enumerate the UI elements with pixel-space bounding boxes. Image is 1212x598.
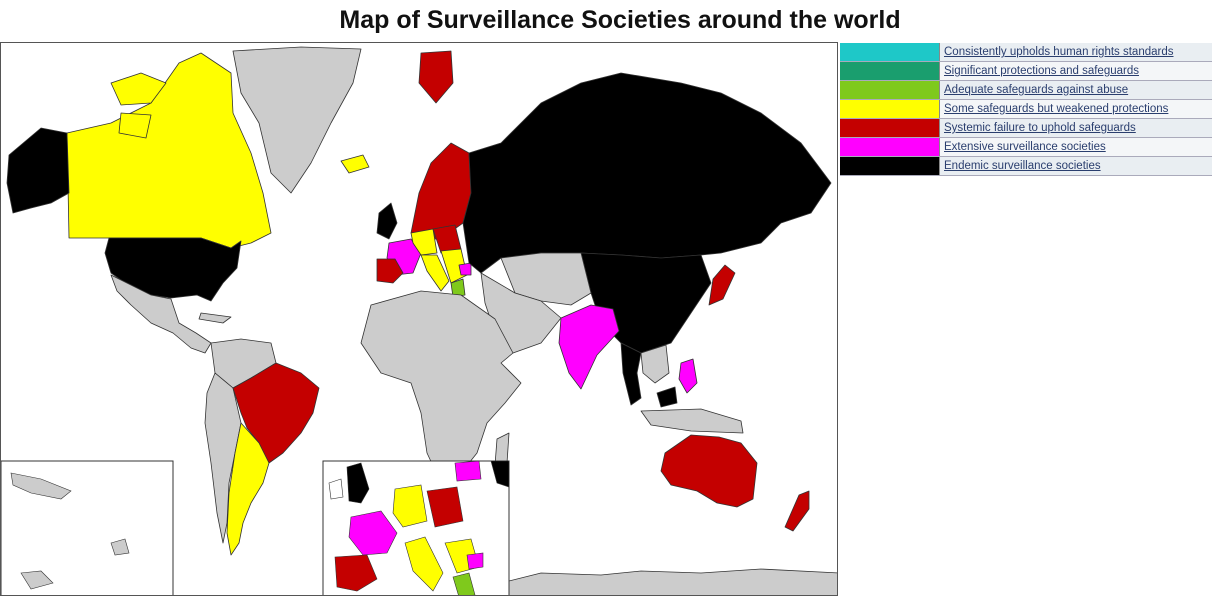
inset-caribbean-island[interactable]	[20, 570, 54, 590]
indochina[interactable]	[640, 344, 670, 384]
legend-label[interactable]: Some safeguards but weakened protections	[940, 100, 1212, 118]
africa[interactable]	[360, 290, 522, 484]
inset-lithuania[interactable]	[454, 460, 482, 482]
inset-france[interactable]	[348, 510, 398, 556]
inset-caribbean-island-2[interactable]	[110, 538, 130, 556]
inset-uk[interactable]	[346, 462, 370, 504]
map-title: Map of Surveillance Societies around the…	[339, 6, 901, 34]
inset-poland[interactable]	[426, 486, 464, 528]
region-canada-island-2[interactable]	[118, 112, 152, 139]
region-philippines[interactable]	[678, 358, 698, 394]
legend-swatch	[840, 43, 940, 61]
inset-spain[interactable]	[334, 554, 378, 592]
region-bulgaria[interactable]	[458, 262, 472, 276]
legend-item[interactable]: Some safeguards but weakened protections	[840, 100, 1212, 119]
western-south-america[interactable]	[204, 372, 242, 544]
region-australia[interactable]	[660, 434, 758, 508]
cuba[interactable]	[198, 312, 232, 324]
legend-swatch	[840, 119, 940, 137]
region-poland[interactable]	[432, 224, 462, 254]
indonesia[interactable]	[640, 408, 744, 434]
legend-swatch	[840, 138, 940, 156]
region-united-states[interactable]	[104, 237, 242, 302]
legend: Consistently upholds human rights standa…	[840, 43, 1212, 176]
inset-bulgaria[interactable]	[466, 552, 484, 570]
inset-greece[interactable]	[452, 572, 476, 596]
legend-label[interactable]: Extensive surveillance societies	[940, 138, 1212, 156]
inset-russia[interactable]	[490, 460, 510, 488]
antarctica[interactable]	[500, 568, 838, 596]
inset-germany[interactable]	[392, 484, 428, 528]
legend-swatch	[840, 157, 940, 175]
mexico[interactable]	[110, 274, 212, 354]
region-canada-islands[interactable]	[110, 72, 167, 106]
world-map[interactable]	[0, 42, 838, 596]
legend-item[interactable]: Consistently upholds human rights standa…	[840, 43, 1212, 62]
region-united-kingdom[interactable]	[376, 202, 398, 240]
region-scandinavia[interactable]	[410, 142, 472, 242]
legend-item[interactable]: Endemic surveillance societies	[840, 157, 1212, 176]
legend-item[interactable]: Adequate safeguards against abuse	[840, 81, 1212, 100]
legend-item[interactable]: Extensive surveillance societies	[840, 138, 1212, 157]
region-svalbard[interactable]	[418, 50, 454, 104]
legend-label[interactable]: Significant protections and safeguards	[940, 62, 1212, 80]
greenland[interactable]	[232, 46, 362, 194]
inset-ireland[interactable]	[328, 478, 344, 500]
world-map-svg[interactable]	[1, 43, 838, 596]
region-india[interactable]	[558, 304, 620, 390]
region-greece[interactable]	[450, 278, 466, 298]
legend-label[interactable]: Adequate safeguards against abuse	[940, 81, 1212, 99]
legend-item[interactable]: Systemic failure to uphold safeguards	[840, 119, 1212, 138]
legend-swatch	[840, 81, 940, 99]
legend-swatch	[840, 62, 940, 80]
region-alaska[interactable]	[6, 127, 70, 214]
inset-italy[interactable]	[404, 536, 444, 592]
legend-label[interactable]: Systemic failure to uphold safeguards	[940, 119, 1212, 137]
legend-item[interactable]: Significant protections and safeguards	[840, 62, 1212, 81]
legend-label[interactable]: Consistently upholds human rights standa…	[940, 43, 1212, 61]
legend-label[interactable]: Endemic surveillance societies	[940, 157, 1212, 175]
region-new-zealand[interactable]	[784, 490, 810, 532]
region-germany[interactable]	[410, 228, 438, 256]
region-iceland[interactable]	[340, 154, 370, 174]
region-malaysia[interactable]	[656, 386, 678, 408]
region-russia[interactable]	[462, 72, 832, 274]
region-brazil[interactable]	[232, 362, 320, 464]
region-southeast-asia[interactable]	[620, 342, 642, 406]
inset-caribbean-land[interactable]	[10, 472, 72, 500]
legend-swatch	[840, 100, 940, 118]
region-spain[interactable]	[376, 258, 404, 284]
region-argentina[interactable]	[226, 422, 270, 556]
region-italy[interactable]	[420, 254, 450, 292]
region-japan[interactable]	[708, 264, 736, 306]
madagascar[interactable]	[494, 432, 510, 466]
